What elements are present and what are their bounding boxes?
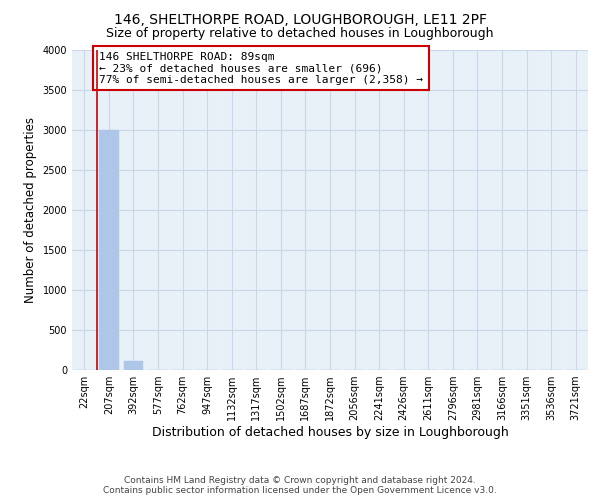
Bar [124, 361, 143, 370]
Text: Size of property relative to detached houses in Loughborough: Size of property relative to detached ho… [106, 28, 494, 40]
Text: Contains HM Land Registry data © Crown copyright and database right 2024.
Contai: Contains HM Land Registry data © Crown c… [103, 476, 497, 495]
Bar [99, 130, 119, 370]
X-axis label: Distribution of detached houses by size in Loughborough: Distribution of detached houses by size … [152, 426, 508, 439]
Text: 146, SHELTHORPE ROAD, LOUGHBOROUGH, LE11 2PF: 146, SHELTHORPE ROAD, LOUGHBOROUGH, LE11… [113, 12, 487, 26]
Text: 146 SHELTHORPE ROAD: 89sqm
← 23% of detached houses are smaller (696)
77% of sem: 146 SHELTHORPE ROAD: 89sqm ← 23% of deta… [99, 52, 423, 85]
Y-axis label: Number of detached properties: Number of detached properties [24, 117, 37, 303]
